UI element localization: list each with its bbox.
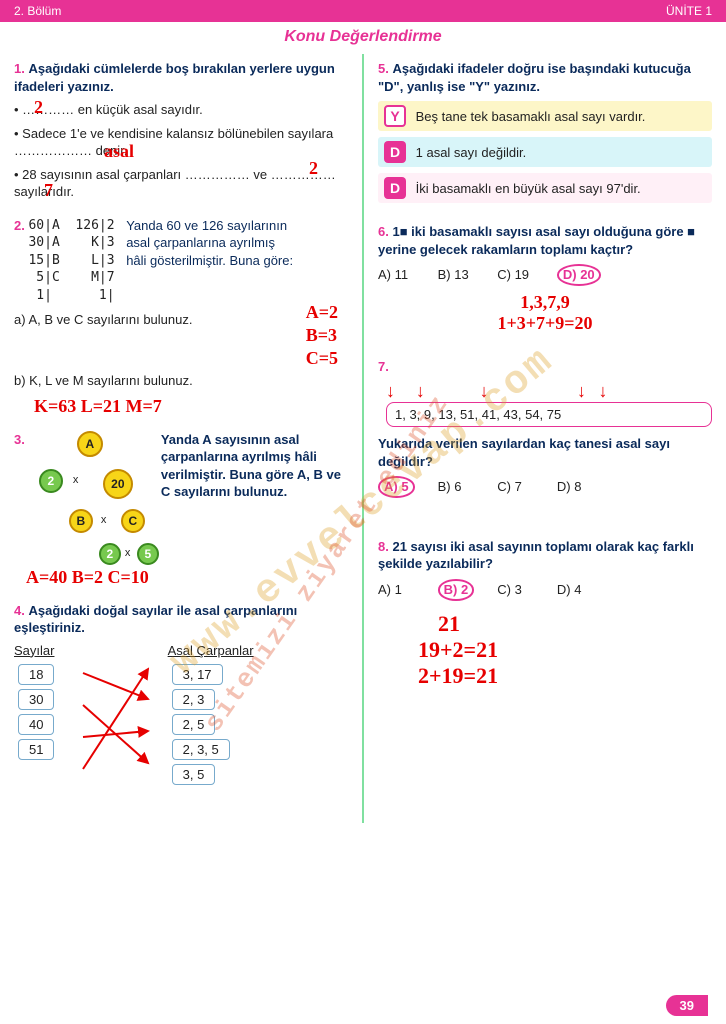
header-bar: 2. Bölüm ÜNİTE 1 bbox=[0, 0, 726, 22]
q8-B[interactable]: B) 2 bbox=[438, 579, 475, 601]
node-5: 5 bbox=[137, 543, 159, 565]
q6-B[interactable]: B) 13 bbox=[438, 266, 494, 284]
node-A: A bbox=[77, 431, 103, 457]
column-divider bbox=[362, 54, 364, 823]
q2-side: Yanda 60 ve 126 sayılarının asal çarpanl… bbox=[126, 217, 296, 270]
node-C: C bbox=[121, 509, 145, 533]
q4-arrows bbox=[78, 661, 158, 821]
q1-b3-ans2: 7 bbox=[44, 178, 53, 202]
q2-a-ans3: C=5 bbox=[306, 347, 338, 370]
header-left: 2. Bölüm bbox=[14, 4, 61, 18]
q4-l0: 18 bbox=[18, 664, 54, 685]
q5-row1: D 1 asal sayı değildir. bbox=[378, 137, 712, 167]
q5-letter1: D bbox=[384, 141, 406, 163]
q1-b3-ans1: 2 bbox=[309, 156, 318, 180]
page-number: 39 bbox=[666, 995, 708, 1016]
q4-r4: 3, 5 bbox=[172, 764, 216, 785]
q6-C[interactable]: C) 19 bbox=[497, 266, 553, 284]
q2-a: a) A, B ve C sayılarını bulunuz. bbox=[14, 311, 348, 329]
q1-num: 1. bbox=[14, 61, 25, 76]
node-B: B bbox=[69, 509, 93, 533]
q8-D[interactable]: D) 4 bbox=[557, 581, 613, 599]
q4-r3: 2, 3, 5 bbox=[172, 739, 230, 760]
q7-seq: 1, 3, 9, 13, 51, 41, 43, 54, 75 bbox=[386, 402, 712, 427]
header-right: ÜNİTE 1 bbox=[666, 4, 712, 18]
q6-A[interactable]: A) 11 bbox=[378, 266, 434, 284]
page-title: Konu Değerlendirme bbox=[0, 28, 726, 46]
q4-l1: 30 bbox=[18, 689, 54, 710]
q5-txt0: Beş tane tek basamaklı asal sayı vardır. bbox=[416, 109, 646, 124]
q4-num: 4. bbox=[14, 603, 25, 618]
q2-b-ans: K=63 L=21 M=7 bbox=[34, 396, 348, 417]
q2-num: 2. bbox=[14, 218, 25, 233]
q5-text: Aşağıdaki ifadeler doğru ise başındaki k… bbox=[378, 61, 691, 94]
q7-C[interactable]: C) 7 bbox=[497, 478, 553, 496]
q6-num: 6. bbox=[378, 224, 389, 239]
q5-txt2: İki basamaklı en büyük asal sayı 97'dir. bbox=[416, 181, 641, 196]
q3-text: Yanda A sayısının asal çarpanlarına ayrı… bbox=[161, 431, 348, 561]
q1-b2: • Sadece 1'e ve kendisine kalansız bölün… bbox=[14, 126, 333, 159]
q5-txt1: 1 asal sayı değildir. bbox=[416, 145, 527, 160]
q5-row2: D İki basamaklı en büyük asal sayı 97'di… bbox=[378, 173, 712, 203]
q4-r2: 2, 5 bbox=[172, 714, 216, 735]
q5-letter0: Y bbox=[384, 105, 406, 127]
q6-D[interactable]: D) 20 bbox=[557, 264, 601, 286]
q8-C[interactable]: C) 3 bbox=[497, 581, 553, 599]
q8-ans1: 21 bbox=[438, 611, 712, 637]
q2-a-ans2: B=3 bbox=[306, 324, 338, 347]
node-2b: 2 bbox=[99, 543, 121, 565]
q4-r0: 3, 17 bbox=[172, 664, 223, 685]
q7-num: 7. bbox=[378, 359, 389, 374]
q2-b: b) K, L ve M sayılarını bulunuz. bbox=[14, 372, 348, 390]
q1-b3: • 28 sayısının asal çarpanları …………… ve … bbox=[14, 167, 336, 200]
q4-text: Aşağıdaki doğal sayılar ile asal çarpanl… bbox=[14, 603, 297, 636]
q4-r1: 2, 3 bbox=[172, 689, 216, 710]
q6-ans1: 1,3,7,9 bbox=[378, 292, 712, 313]
q2-table: 60|A 126|2 30|A K|3 15|B L|3 5|C M|7 1| … bbox=[28, 217, 114, 305]
q4-l2: 40 bbox=[18, 714, 54, 735]
q3-tree: A 2 20 x B C x 2 5 x bbox=[33, 431, 153, 561]
q1-text: Aşağıdaki cümlelerde boş bırakılan yerle… bbox=[14, 61, 335, 94]
q5-row0: Y Beş tane tek basamaklı asal sayı vardı… bbox=[378, 101, 712, 131]
q7-D[interactable]: D) 8 bbox=[557, 478, 613, 496]
q4-h-left: Sayılar bbox=[14, 643, 84, 658]
q6-ans2: 1+3+7+9=20 bbox=[378, 313, 712, 334]
right-column: 5. Aşağıdaki ifadeler doğru ise başındak… bbox=[378, 54, 712, 823]
q3-ans: A=40 B=2 C=10 bbox=[26, 567, 348, 588]
q8-A[interactable]: A) 1 bbox=[378, 581, 434, 599]
q7-text: Yukarıda verilen sayılardan kaç tanesi a… bbox=[378, 435, 712, 470]
q3-num: 3. bbox=[14, 431, 25, 561]
q5-num: 5. bbox=[378, 61, 389, 76]
left-column: 1. Aşağıdaki cümlelerde boş bırakılan ye… bbox=[14, 54, 348, 823]
q8-ans3: 2+19=21 bbox=[418, 663, 712, 689]
q7-A[interactable]: A) 5 bbox=[378, 476, 415, 498]
q1-b1-ans: 2 bbox=[34, 95, 43, 119]
q8-ans2: 19+2=21 bbox=[418, 637, 712, 663]
node-2a: 2 bbox=[39, 469, 63, 493]
q7-B[interactable]: B) 6 bbox=[438, 478, 494, 496]
q8-num: 8. bbox=[378, 539, 389, 554]
q6-text: 1■ iki basamaklı sayısı asal sayı olduğu… bbox=[378, 224, 695, 257]
q7-arrows: ↓ ↓ ↓ ↓ ↓ bbox=[386, 381, 712, 402]
q4-h-right: Asal Çarpanlar bbox=[168, 643, 254, 658]
q2-a-ans1: A=2 bbox=[306, 301, 338, 324]
q4-l3: 51 bbox=[18, 739, 54, 760]
q5-letter2: D bbox=[384, 177, 406, 199]
node-20: 20 bbox=[103, 469, 133, 499]
q8-text: 21 sayısı iki asal sayının toplamı olara… bbox=[378, 539, 694, 572]
q1-b2-ans: asal bbox=[104, 139, 134, 163]
